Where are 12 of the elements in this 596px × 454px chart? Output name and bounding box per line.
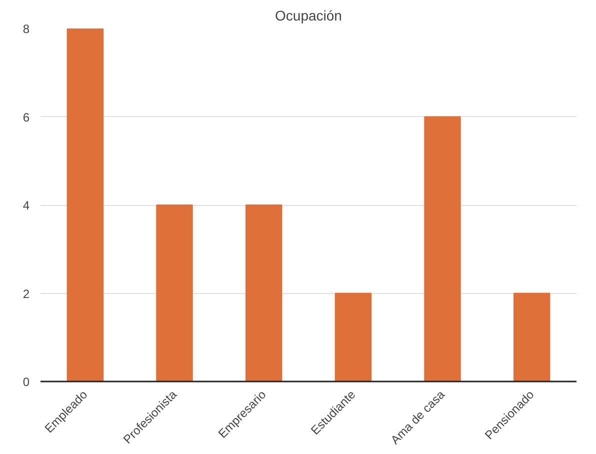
y-tick-label: 4 xyxy=(22,198,30,212)
bar xyxy=(334,292,372,382)
bar xyxy=(424,116,461,382)
bar xyxy=(66,28,104,382)
chart-title: Ocupación xyxy=(275,8,342,24)
y-tick-label: 8 xyxy=(22,22,30,36)
y-tick-label: 0 xyxy=(22,375,30,389)
bar xyxy=(156,204,193,382)
bar xyxy=(513,292,550,382)
bar xyxy=(245,204,282,382)
y-tick-label: 6 xyxy=(22,110,30,124)
y-tick-label: 2 xyxy=(22,286,30,301)
